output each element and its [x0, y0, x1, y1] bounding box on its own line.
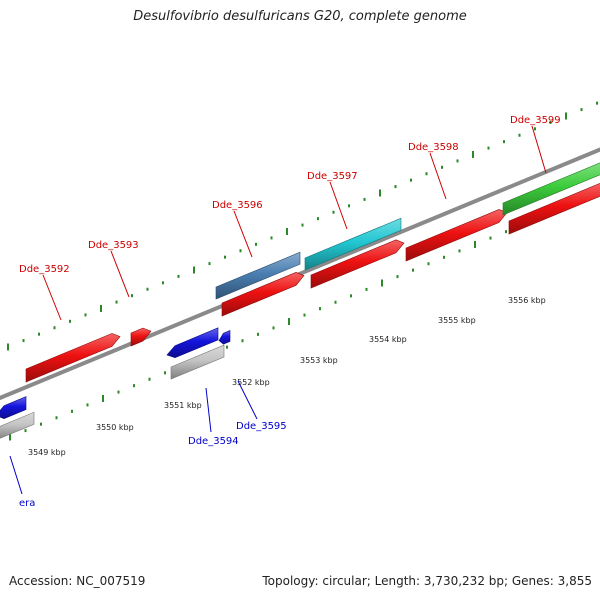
gene-dde-3595 [218, 329, 231, 345]
kbp-tick-label: 3556 kbp [508, 296, 546, 305]
gene-forward-red [221, 272, 305, 317]
kbp-tick-label: 3552 kbp [232, 378, 270, 387]
kbp-tick-label: 3553 kbp [300, 356, 338, 365]
map-title: Desulfovibrio desulfuricans G20, complet… [133, 9, 467, 24]
gene-leader-line [329, 181, 348, 230]
gene-leader-line [205, 387, 212, 433]
gene-gray-block [0, 411, 35, 439]
kbp-tick-label: 3549 kbp [28, 448, 66, 457]
gene-forward-red [508, 183, 600, 235]
gene-forward-red [310, 239, 405, 289]
accession-label: Accession: NC_007519 [9, 574, 146, 588]
gene-label: Dde_3593 [88, 240, 139, 251]
gene-label: Dde_3599 [510, 115, 561, 126]
gene-label: Dde_3597 [307, 171, 358, 182]
kbp-tick-label: 3551 kbp [164, 401, 202, 410]
gene-label: Dde_3598 [408, 142, 459, 153]
gene-gray-block [170, 344, 225, 380]
gene-dde-3596 [215, 251, 301, 300]
kbp-tick-label: 3555 kbp [438, 316, 476, 325]
gene-label: Dde_3596 [212, 200, 263, 211]
gene-label: Dde_3594 [188, 436, 239, 447]
gene-dde-3593 [130, 327, 152, 347]
gene-leader-line [531, 125, 547, 174]
gene-leader-line [42, 274, 62, 321]
gene-leader-line [429, 152, 447, 200]
topology-label: Topology: circular; Length: 3,730,232 bp… [262, 574, 592, 588]
kbp-tick-label: 3554 kbp [369, 335, 407, 344]
gene-dde-3599 [502, 162, 600, 216]
gene-dde-3592 [25, 333, 121, 383]
kbp-tick-label: 3550 kbp [96, 423, 134, 432]
gene-leader-line [9, 455, 23, 495]
gene-era [0, 396, 27, 420]
gene-dde-3594 [166, 327, 219, 359]
gene-dde-3598 [405, 209, 508, 262]
gene-leader-line [237, 380, 258, 420]
gene-dde-3597 [304, 217, 402, 271]
gene-label: Dde_3592 [19, 264, 70, 275]
gene-leader-line [233, 210, 253, 258]
gene-leader-line [110, 250, 130, 298]
gene-label: era [19, 498, 35, 509]
gene-label: Dde_3595 [236, 421, 287, 432]
